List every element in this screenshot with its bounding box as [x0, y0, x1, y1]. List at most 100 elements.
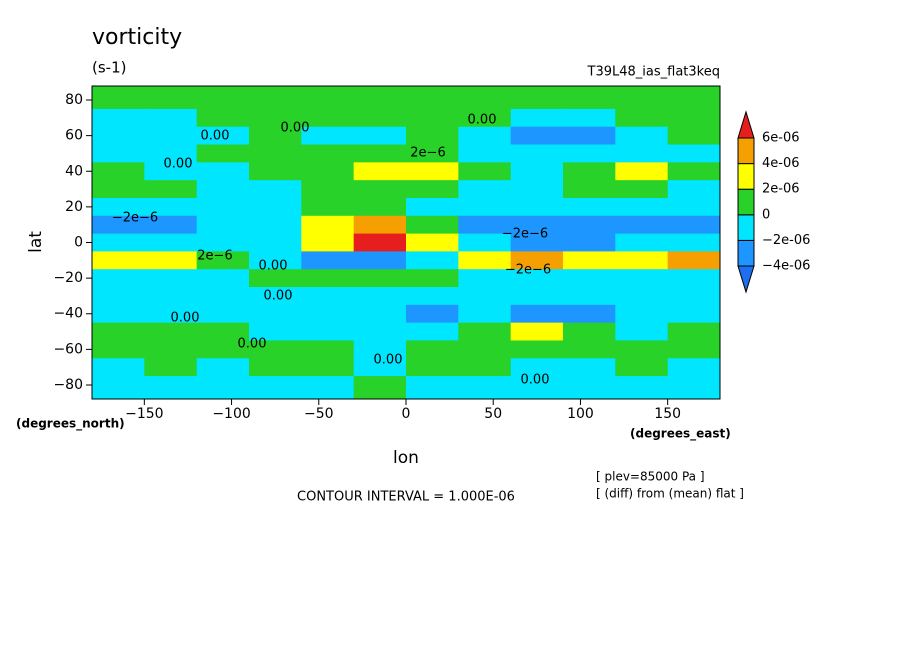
field-cell [92, 86, 145, 110]
field-cell [353, 304, 407, 324]
field-cell [249, 304, 302, 324]
field-cell [144, 126, 198, 146]
contour-label: −2e−6 [502, 227, 548, 242]
field-cell [510, 358, 564, 377]
field-cell [92, 180, 145, 199]
field-cell [144, 322, 198, 341]
colorbar-box [737, 137, 755, 165]
field-cell [458, 215, 512, 235]
field-cell [615, 233, 669, 252]
field-cell [510, 322, 564, 341]
field-cell [196, 322, 250, 341]
field-cell [144, 251, 198, 270]
field-cell [92, 269, 145, 288]
field-cell [510, 180, 564, 199]
field-cell [615, 358, 669, 377]
field-cell [353, 162, 407, 181]
y-tick-label: 0 [74, 235, 83, 251]
field-cell [301, 144, 355, 163]
colorbar-label: −2e-06 [762, 233, 810, 248]
field-cell [301, 358, 355, 377]
field-cell [510, 304, 564, 324]
field-cell [563, 215, 616, 235]
field-cell [615, 215, 669, 235]
contour-label: 2e−6 [197, 249, 232, 264]
field-cell [249, 180, 302, 199]
x-tick-label: −100 [212, 406, 250, 422]
field-cell [458, 162, 512, 181]
field-cell [301, 304, 355, 324]
contour-label: 2e−6 [410, 146, 445, 161]
field-cell [144, 340, 198, 359]
field-cell [667, 162, 721, 181]
field-cell [196, 376, 250, 400]
field-cell [458, 251, 512, 270]
axes: −150 −100 −50 0 50 100 150 80 60 40 20 0 −20 −40 −60 −8… [53, 85, 810, 422]
field-cell [615, 269, 669, 288]
contour-label: 0.00 [281, 121, 310, 136]
field-cell [144, 287, 198, 306]
field-cell [144, 358, 198, 377]
field-cell [144, 180, 198, 199]
field-cell [615, 180, 669, 199]
field-cell [144, 162, 198, 181]
field-cell [301, 322, 355, 341]
field-cell [563, 144, 616, 163]
field-cell [563, 108, 616, 128]
field-cell [615, 126, 669, 146]
field-cell [615, 287, 669, 306]
field-cell [458, 197, 512, 217]
field-cell [563, 358, 616, 377]
field-cell [196, 86, 250, 110]
field-cell [667, 304, 721, 324]
y-tick-label: 20 [65, 199, 83, 215]
field-cell [92, 215, 145, 235]
contour-label: 0.00 [374, 353, 403, 368]
field-cell [458, 108, 512, 128]
colorbar-box [737, 214, 755, 241]
field-cell [406, 376, 459, 400]
field-cell [406, 358, 459, 377]
field-cell [196, 269, 250, 288]
field-cell [196, 162, 250, 181]
field-cell [353, 376, 407, 400]
field-cell [406, 215, 459, 235]
field-cell [615, 197, 669, 217]
field-cell [563, 180, 616, 199]
field-cell [249, 233, 302, 252]
field-cell [301, 108, 355, 128]
field-cell [563, 287, 616, 306]
field-cell [563, 126, 616, 146]
field-cell [196, 340, 250, 359]
field-cell [510, 340, 564, 359]
field-cell [301, 215, 355, 235]
x-tick-label: −50 [304, 406, 334, 422]
field-cell [249, 358, 302, 377]
field-cell [667, 287, 721, 306]
field-cell [301, 86, 355, 110]
field-cell [144, 233, 198, 252]
field-cell [667, 197, 721, 217]
field-cell [667, 340, 721, 359]
field-cell [510, 86, 564, 110]
field-cell [353, 233, 407, 252]
field-cell [510, 251, 564, 270]
field-cell [406, 108, 459, 128]
field-cell [458, 358, 512, 377]
field-cell [667, 358, 721, 377]
field-cell [353, 108, 407, 128]
contour-label: 0.00 [521, 373, 550, 388]
colorbar-box [737, 188, 755, 216]
field-cell [92, 322, 145, 341]
field-cell [249, 287, 302, 306]
field-cell [144, 86, 198, 110]
field-cell [196, 233, 250, 252]
field-cell [458, 269, 512, 288]
contour-label: 0.00 [468, 113, 497, 128]
field-cell [667, 233, 721, 252]
field-cell [563, 233, 616, 252]
field-cell [249, 86, 302, 110]
y-tick-label: 80 [65, 92, 83, 108]
field-cell [92, 304, 145, 324]
field-cell [144, 304, 198, 324]
